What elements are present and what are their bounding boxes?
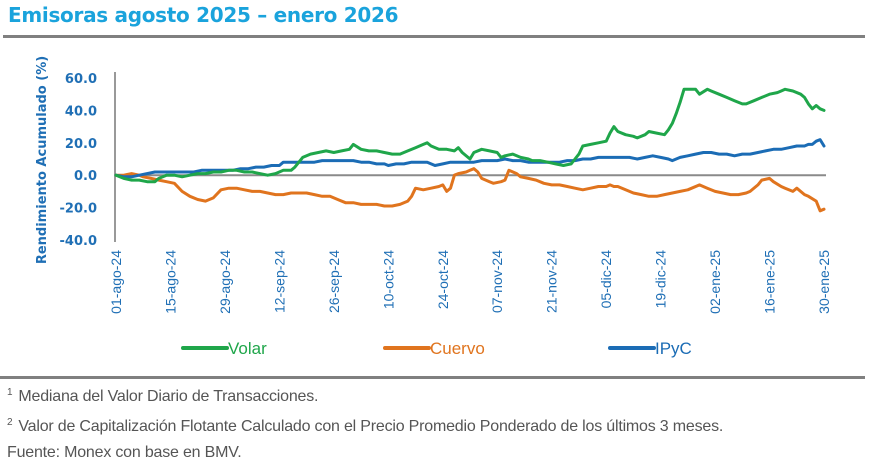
footnote-1: 1 Mediana del Valor Diario de Transaccion… [7,380,723,410]
legend-item-volar: Volar [181,339,267,358]
legend-label: IPyC [655,339,692,358]
footnote-2: 2 Valor de Capitalización Flotante Calcul… [7,410,723,440]
y-tick-labels: 60.0 40.0 20.0 0.0 -20.0 -40.0 [60,72,97,249]
x-tick-label: 02-ene-25 [707,250,723,314]
y-tick-label: 0.0 [74,169,97,184]
source-note: Fuente: Monex con base en BMV. [7,444,242,461]
line-chart: Rendimiento Acumulado (%) 60.0 40.0 20.0 0.… [35,56,832,358]
x-tick-label: 05-dic-24 [598,250,614,309]
y-axis-label-group: Rendimiento Acumulado (%) [35,56,50,264]
footnote-2-mark: 2 [7,417,13,428]
x-tick-label: 16-ene-25 [762,250,778,314]
x-tick-label: 29-ago-24 [217,250,233,314]
legend-item-cuervo: Cuervo [383,339,485,358]
series-line-ipyc [114,138,826,179]
x-tick-label: 12-sep-24 [271,250,287,313]
x-tick-label: 07-nov-24 [489,250,505,313]
y-tick-label: -40.0 [60,234,97,249]
y-tick-label: 60.0 [65,72,97,87]
x-tick-label: 21-nov-24 [544,250,560,313]
y-tick-label: 40.0 [65,104,97,119]
x-tick-label: 19-dic-24 [653,250,669,309]
x-tick-label: 10-oct-24 [380,250,396,309]
notes-divider [0,376,865,379]
legend-label: Cuervo [430,339,485,358]
series-line-volar [114,87,826,184]
legend-item-ipyc: IPyC [608,339,692,358]
y-tick-label: -20.0 [60,202,97,217]
series-lines [114,87,826,213]
page-title: Emisoras agosto 2025 – enero 2026 [8,3,399,27]
x-tick-label: 24-oct-24 [435,250,451,309]
y-axis-label: Rendimiento Acumulado (%) [35,56,50,264]
title-divider [3,35,865,38]
footnote-1-text: Mediana del Valor Diario de Transaccione… [18,388,319,405]
footnote-2-text: Valor de Capitalización Flotante Calcula… [18,418,724,435]
series-line-cuervo [114,167,826,213]
legend: Volar Cuervo IPyC [181,339,692,358]
x-tick-label: 26-sep-24 [326,250,342,313]
footnotes: 1 Mediana del Valor Diario de Transaccion… [7,380,723,466]
y-tick-label: 20.0 [65,137,97,152]
legend-label: Volar [228,339,267,358]
x-tick-label: 01-ago-24 [108,250,124,314]
x-tick-label: 30-ene-25 [816,250,832,314]
footnote-1-mark: 1 [7,387,13,398]
x-tick-label: 15-ago-24 [162,250,178,314]
x-tick-labels: 01-ago-24 15-ago-24 29-ago-24 12-sep-24 26-s… [108,250,832,314]
